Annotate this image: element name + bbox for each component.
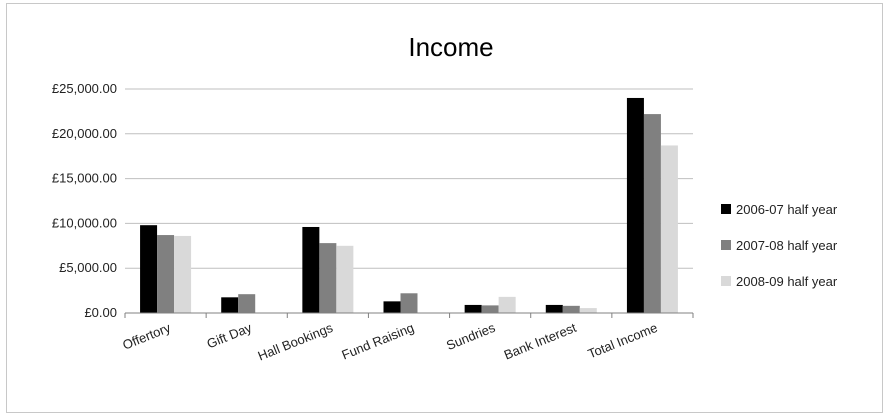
y-axis-tick-labels: £0.00 £5,000.00 £10,000.00 £15,000.00 £20,00… xyxy=(52,81,117,320)
bar xyxy=(498,296,516,313)
y-tick-label: £25,000.00 xyxy=(52,81,117,96)
bar xyxy=(481,305,499,313)
bar xyxy=(140,225,158,313)
legend-swatch xyxy=(721,204,731,214)
x-tick-label: Offertory xyxy=(120,320,173,353)
bar xyxy=(174,235,192,313)
x-axis-tick-labels: Offertory Gift Day Hall Bookings Fund Raisi… xyxy=(120,320,659,364)
x-tick-label: Hall Bookings xyxy=(256,320,336,364)
gridlines xyxy=(125,88,693,269)
x-tick-label: Bank Interest xyxy=(502,320,579,363)
bar xyxy=(660,145,678,313)
bar xyxy=(319,243,337,313)
legend-swatch xyxy=(721,276,731,286)
legend-label: 2007-08 half year xyxy=(736,238,838,253)
bar xyxy=(238,294,256,313)
legend: 2006-07 half year 2007-08 half year 2008-0… xyxy=(721,202,838,289)
legend-label: 2006-07 half year xyxy=(736,202,838,217)
y-tick-label: £0.00 xyxy=(84,305,117,320)
y-tick-label: £5,000.00 xyxy=(59,260,117,275)
x-tick-label: Fund Raising xyxy=(339,320,416,363)
y-tick-label: £20,000.00 xyxy=(52,126,117,141)
bar xyxy=(562,305,580,313)
bar xyxy=(545,304,563,313)
bar xyxy=(400,293,418,313)
bar xyxy=(464,304,482,313)
bar xyxy=(221,297,239,313)
bar xyxy=(383,301,401,313)
y-tick-label: £15,000.00 xyxy=(52,171,117,186)
chart-frame: Income £0.00 £5,000.00 £10,000.00 £15,000.0… xyxy=(6,3,883,413)
y-tick-label: £10,000.00 xyxy=(52,215,117,230)
bar xyxy=(643,114,661,313)
bars xyxy=(140,97,678,314)
bar xyxy=(579,308,597,313)
x-tick-label: Total Income xyxy=(586,320,660,362)
bar xyxy=(626,97,644,314)
bar xyxy=(157,235,175,313)
x-tick-label: Sundries xyxy=(444,320,498,353)
legend-swatch xyxy=(721,240,731,250)
bar xyxy=(302,226,320,313)
legend-label: 2008-09 half year xyxy=(736,274,838,289)
x-axis xyxy=(124,312,694,318)
income-chart: Income £0.00 £5,000.00 £10,000.00 £15,000.0… xyxy=(52,32,838,364)
chart-title: Income xyxy=(408,32,493,62)
x-tick-label: Gift Day xyxy=(205,320,255,352)
bar xyxy=(336,245,354,313)
